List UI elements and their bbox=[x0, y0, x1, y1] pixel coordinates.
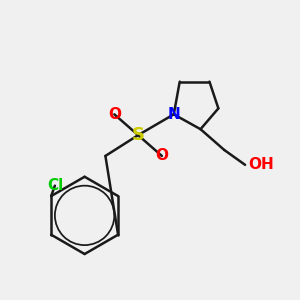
Text: N: N bbox=[167, 107, 180, 122]
Text: S: S bbox=[132, 126, 145, 144]
Text: OH: OH bbox=[248, 158, 274, 172]
Text: O: O bbox=[155, 148, 168, 164]
Text: Cl: Cl bbox=[47, 178, 63, 193]
Text: O: O bbox=[108, 107, 121, 122]
